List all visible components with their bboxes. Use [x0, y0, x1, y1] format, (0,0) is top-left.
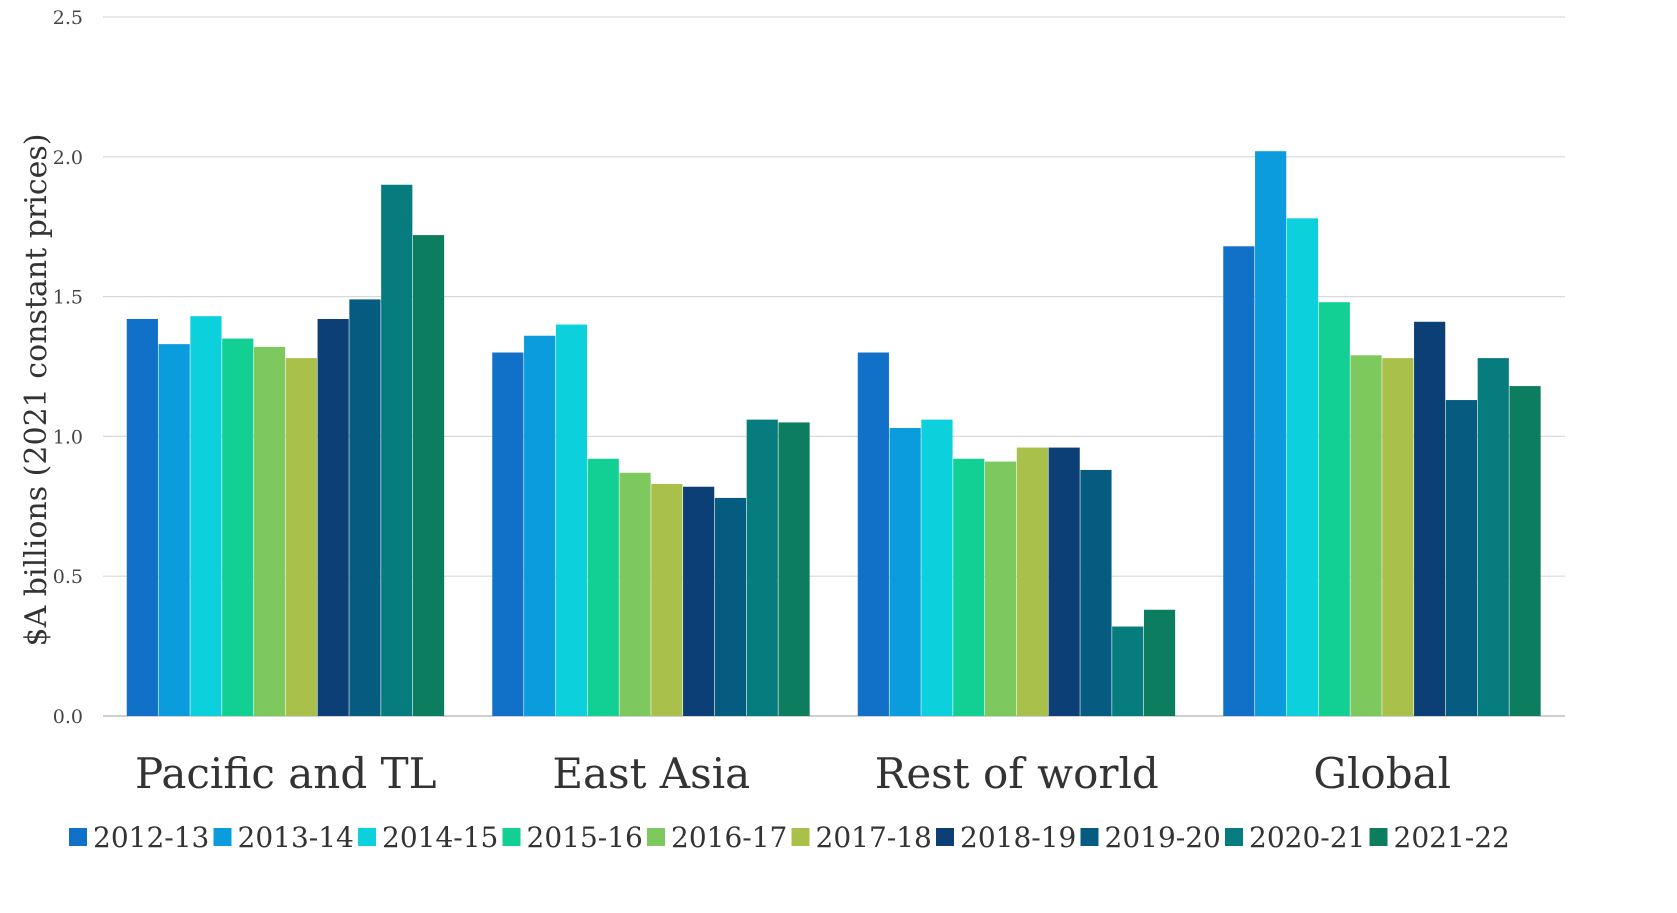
- legend-item: 2020-21: [1225, 821, 1365, 854]
- bar-2012-13-global: [1223, 246, 1255, 716]
- legend-item: 2014-15: [358, 821, 498, 854]
- legend-swatch: [502, 828, 521, 846]
- bar-2017-18-rest-of-world: [1016, 447, 1048, 716]
- category-label: Global: [1313, 749, 1451, 798]
- legend-item: 2013-14: [213, 821, 354, 854]
- bar-2016-17-global: [1350, 355, 1382, 716]
- bars: [126, 151, 1541, 716]
- legend-swatch: [1369, 828, 1388, 846]
- legend-label: 2020-21: [1249, 821, 1365, 854]
- bar-2020-21-pacific-and-tl: [381, 184, 413, 716]
- y-tick-label: 0.0: [53, 706, 83, 728]
- bar-2017-18-global: [1382, 358, 1414, 716]
- bar-2014-15-pacific-and-tl: [190, 316, 222, 716]
- legend-item: 2017-18: [791, 821, 932, 854]
- y-tick-label: 0.5: [53, 566, 83, 588]
- legend-item: 2016-17: [647, 821, 787, 854]
- bar-2021-22-rest-of-world: [1143, 609, 1176, 716]
- bar-2017-18-east-asia: [651, 483, 683, 716]
- bar-2020-21-global: [1477, 358, 1509, 716]
- legend-item: 2018-19: [936, 821, 1076, 854]
- bar-2018-19-pacific-and-tl: [317, 318, 349, 716]
- bar-2020-21-rest-of-world: [1112, 626, 1144, 716]
- legend-label: 2016-17: [671, 821, 787, 854]
- bar-2012-13-east-asia: [492, 352, 524, 716]
- bar-2019-20-rest-of-world: [1080, 469, 1112, 716]
- bar-2015-16-pacific-and-tl: [222, 338, 254, 716]
- bar-2014-15-east-asia: [555, 324, 588, 716]
- bar-2018-19-global: [1414, 321, 1446, 716]
- bar-2012-13-pacific-and-tl: [126, 318, 158, 716]
- bar-2013-14-global: [1255, 151, 1287, 716]
- y-axis-ticks: 0.0 0.5 1.0 1.5 2.0 2.5: [53, 7, 83, 728]
- legend-label: 2012-13: [93, 821, 209, 854]
- bar-2021-22-pacific-and-tl: [412, 235, 445, 716]
- legend-swatch: [1080, 828, 1099, 846]
- bar-2015-16-global: [1318, 302, 1350, 716]
- y-axis-label: $A billions (2021 constant prices): [19, 133, 54, 646]
- x-axis-categories: Pacific and TL East Asia Rest of world Glob…: [135, 749, 1451, 798]
- legend-swatch: [791, 828, 810, 846]
- legend-item: 2021-22: [1369, 821, 1510, 854]
- legend-swatch: [1225, 828, 1243, 846]
- bar-2018-19-rest-of-world: [1048, 447, 1080, 716]
- legend-label: 2013-14: [238, 821, 354, 854]
- bar-2019-20-global: [1445, 400, 1478, 716]
- legend-item: 2015-16: [502, 821, 643, 854]
- bar-2016-17-rest-of-world: [984, 461, 1017, 716]
- bar-2015-16-rest-of-world: [953, 458, 985, 716]
- legend-swatch: [936, 828, 954, 846]
- bar-2013-14-east-asia: [524, 335, 556, 716]
- legend-label: 2019-20: [1105, 821, 1221, 854]
- bar-2020-21-east-asia: [746, 419, 778, 716]
- bar-2015-16-east-asia: [587, 458, 619, 716]
- y-tick-label: 1.0: [53, 426, 83, 448]
- bar-2016-17-east-asia: [619, 472, 651, 716]
- bar-2012-13-rest-of-world: [857, 352, 889, 716]
- bar-2014-15-global: [1286, 218, 1319, 716]
- bar-2016-17-pacific-and-tl: [253, 346, 286, 716]
- legend-label: 2014-15: [382, 821, 498, 854]
- y-tick-label: 2.5: [53, 7, 83, 29]
- bar-2021-22-global: [1509, 386, 1541, 716]
- y-tick-label: 2.0: [53, 147, 83, 169]
- legend-swatch: [358, 828, 376, 846]
- legend-swatch: [69, 828, 87, 846]
- legend-swatch: [213, 828, 232, 846]
- legend-swatch: [647, 828, 665, 846]
- bar-2017-18-pacific-and-tl: [285, 358, 317, 716]
- legend-label: 2015-16: [527, 821, 643, 854]
- category-label: Pacific and TL: [135, 749, 437, 798]
- legend-label: 2018-19: [960, 821, 1076, 854]
- y-tick-label: 1.5: [53, 287, 83, 309]
- bar-2013-14-pacific-and-tl: [158, 344, 190, 716]
- bar-2013-14-rest-of-world: [889, 428, 921, 716]
- bar-2018-19-east-asia: [683, 486, 715, 716]
- legend-item: 2012-13: [69, 821, 209, 854]
- bar-2019-20-pacific-and-tl: [349, 299, 381, 716]
- bar-2019-20-east-asia: [714, 497, 747, 716]
- legend-label: 2021-22: [1394, 821, 1510, 854]
- category-label: East Asia: [552, 749, 750, 798]
- legend-label: 2017-18: [816, 821, 932, 854]
- category-label: Rest of world: [875, 749, 1159, 798]
- bar-2021-22-east-asia: [778, 422, 810, 716]
- legend-item: 2019-20: [1080, 821, 1221, 854]
- legend: 2012-13 2013-14 2014-15 2015-16 2016-17 2017-…: [69, 821, 1510, 854]
- bar-2014-15-rest-of-world: [921, 419, 953, 716]
